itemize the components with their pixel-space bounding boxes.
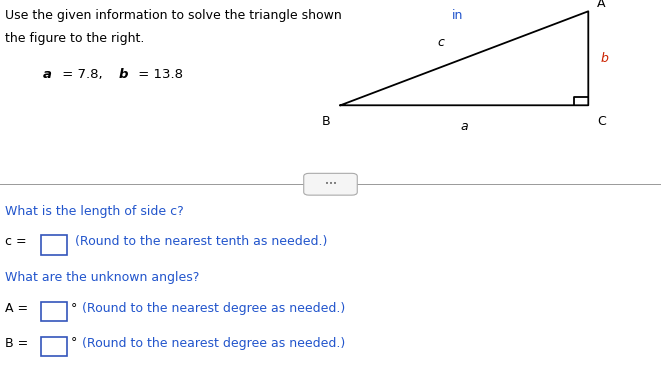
Text: What are the unknown angles?: What are the unknown angles? xyxy=(5,271,200,285)
Text: b: b xyxy=(600,52,608,65)
Text: a: a xyxy=(43,68,52,81)
Text: = 7.8,: = 7.8, xyxy=(58,68,106,81)
Text: C: C xyxy=(597,115,605,128)
Text: (Round to the nearest degree as needed.): (Round to the nearest degree as needed.) xyxy=(82,302,345,315)
Text: c: c xyxy=(438,36,445,49)
Text: °: ° xyxy=(71,337,77,350)
Text: °: ° xyxy=(71,302,77,315)
Text: A =: A = xyxy=(5,302,28,315)
Text: a: a xyxy=(461,120,468,133)
Bar xyxy=(41,235,67,255)
Text: What is the length of side c?: What is the length of side c? xyxy=(5,205,184,218)
Text: c =: c = xyxy=(5,235,27,248)
Text: B: B xyxy=(322,115,330,128)
Text: the figure to the right.: the figure to the right. xyxy=(5,32,145,45)
Text: b: b xyxy=(119,68,128,81)
Bar xyxy=(41,302,67,321)
Text: = 13.8: = 13.8 xyxy=(134,68,182,81)
Text: Use the given information to solve the triangle shown: Use the given information to solve the t… xyxy=(5,9,346,23)
Bar xyxy=(41,337,67,356)
Text: (Round to the nearest degree as needed.): (Round to the nearest degree as needed.) xyxy=(82,337,345,350)
Text: (Round to the nearest tenth as needed.): (Round to the nearest tenth as needed.) xyxy=(75,235,328,248)
Text: in: in xyxy=(451,9,463,23)
FancyBboxPatch shape xyxy=(304,173,357,195)
Text: •••: ••• xyxy=(325,181,336,187)
Text: A: A xyxy=(597,0,605,10)
Text: B =: B = xyxy=(5,337,28,350)
